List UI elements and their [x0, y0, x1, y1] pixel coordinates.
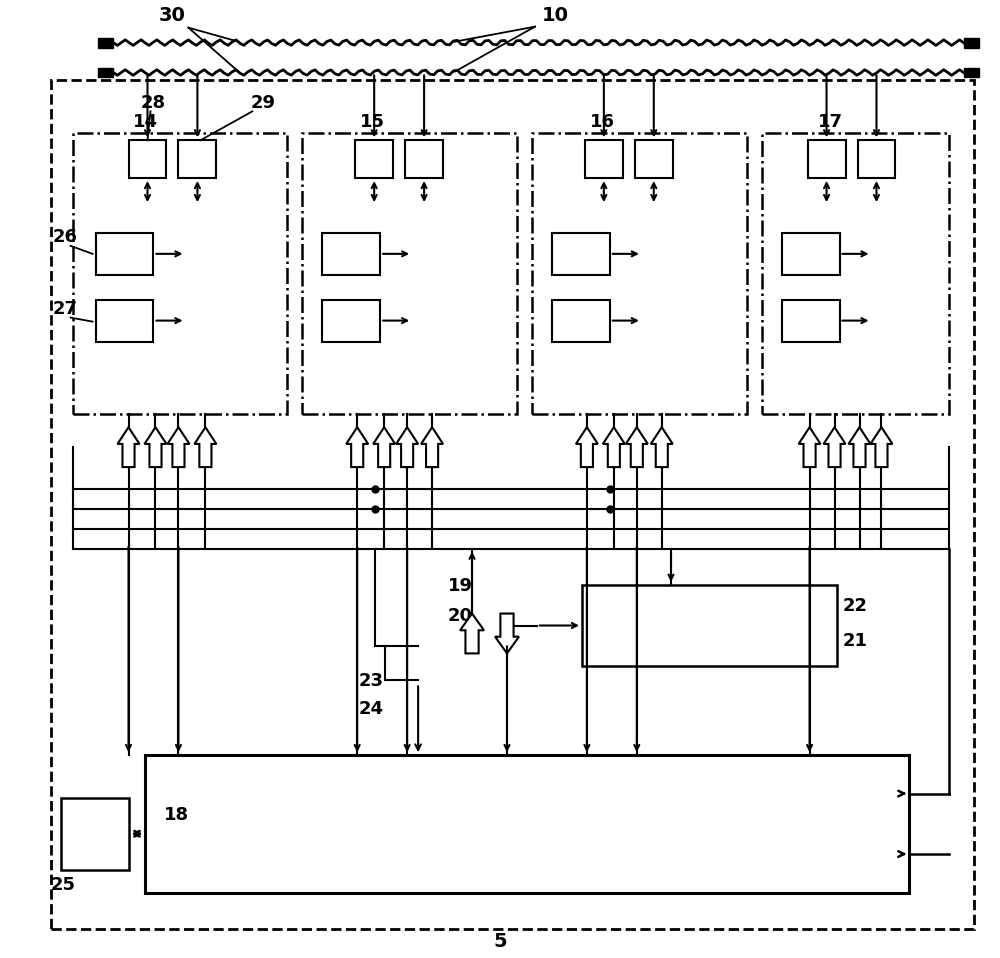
Bar [51, 80, 974, 929]
Text: 27: 27 [53, 300, 78, 318]
Bar [552, 300, 610, 342]
Polygon shape [870, 427, 892, 468]
Bar [782, 300, 840, 342]
Polygon shape [849, 427, 870, 468]
Bar [73, 133, 287, 414]
Bar [782, 233, 840, 275]
Bar [762, 133, 949, 414]
Polygon shape [799, 427, 821, 468]
Bar [585, 140, 623, 178]
Bar [582, 584, 837, 667]
Polygon shape [603, 427, 625, 468]
Bar [302, 133, 517, 414]
Text: 28: 28 [140, 95, 166, 112]
Polygon shape [824, 427, 846, 468]
Polygon shape [495, 613, 519, 653]
Polygon shape [346, 427, 368, 468]
Text: 19: 19 [448, 577, 473, 595]
Text: 20: 20 [448, 606, 473, 625]
Bar [635, 140, 673, 178]
Bar [964, 37, 979, 48]
Polygon shape [651, 427, 673, 468]
Polygon shape [421, 427, 443, 468]
Bar [145, 755, 909, 893]
Polygon shape [194, 427, 216, 468]
Bar [96, 233, 153, 275]
Text: 18: 18 [163, 806, 189, 824]
Polygon shape [144, 427, 166, 468]
Bar [98, 67, 113, 78]
Polygon shape [576, 427, 598, 468]
Bar [61, 798, 129, 870]
Bar [129, 140, 166, 178]
Text: 14: 14 [133, 113, 158, 131]
Bar [96, 300, 153, 342]
Bar [355, 140, 393, 178]
Polygon shape [626, 427, 648, 468]
Polygon shape [460, 613, 484, 653]
Text: 17: 17 [818, 113, 843, 131]
Text: 25: 25 [51, 876, 76, 894]
Text: 5: 5 [493, 932, 507, 951]
Bar [808, 140, 846, 178]
Text: 24: 24 [358, 700, 383, 718]
Bar [552, 233, 610, 275]
Polygon shape [396, 427, 418, 468]
Text: 21: 21 [843, 632, 868, 650]
Text: 10: 10 [541, 6, 568, 25]
Text: 26: 26 [53, 228, 78, 246]
Polygon shape [373, 427, 395, 468]
Bar [178, 140, 216, 178]
Text: 16: 16 [590, 113, 615, 131]
Bar [964, 67, 979, 78]
Polygon shape [118, 427, 140, 468]
Bar [322, 233, 380, 275]
Text: 15: 15 [360, 113, 385, 131]
Bar [322, 300, 380, 342]
Bar [405, 140, 443, 178]
Text: 22: 22 [843, 597, 868, 615]
Text: 23: 23 [358, 673, 383, 691]
Bar [98, 37, 113, 48]
Bar [532, 133, 747, 414]
Bar [858, 140, 895, 178]
Text: 29: 29 [250, 95, 275, 112]
Polygon shape [167, 427, 189, 468]
Text: 30: 30 [159, 6, 186, 25]
